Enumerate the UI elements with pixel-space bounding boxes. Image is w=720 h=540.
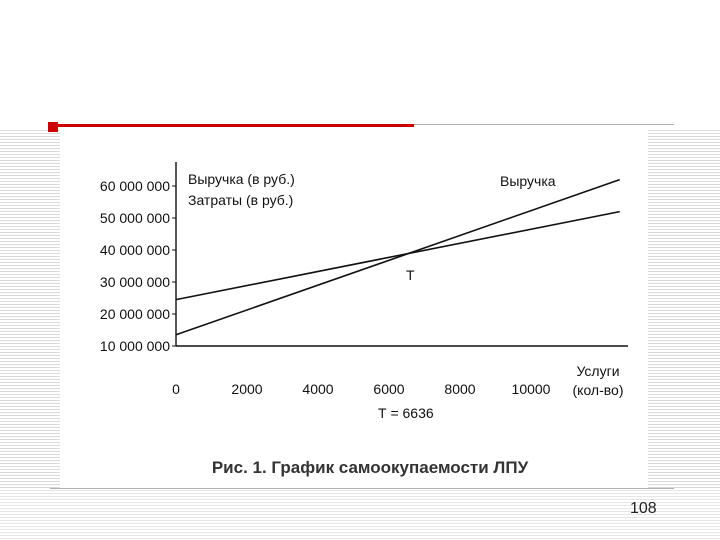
bottom-rule bbox=[50, 488, 674, 489]
x-tick-label: 8000 bbox=[444, 381, 475, 397]
x-tick-label: 4000 bbox=[302, 381, 333, 397]
breakeven-chart-figure: 10 000 000 20 000 000 30 000 000 40 000 000… bbox=[60, 128, 648, 424]
x-tick-label: 2000 bbox=[231, 381, 262, 397]
x-tick-label: 10000 bbox=[512, 381, 551, 397]
x-tick-label: 6000 bbox=[373, 381, 404, 397]
x-axis-label: Услуги bbox=[576, 363, 619, 379]
page-number: 108 bbox=[630, 500, 657, 517]
y-axis-label: Затраты (в руб.) bbox=[188, 192, 293, 208]
y-tick-label: 10 000 000 bbox=[100, 338, 170, 354]
breakeven-chart: 10 000 000 20 000 000 30 000 000 40 000 000… bbox=[100, 162, 628, 421]
title-rule-gray bbox=[414, 124, 674, 125]
y-tick-label: 30 000 000 bbox=[100, 274, 170, 290]
revenue-series-label: Выручка bbox=[500, 173, 556, 189]
x-tick-label: 0 bbox=[172, 381, 180, 397]
breakeven-value-label: Т = 6636 bbox=[378, 405, 434, 421]
title-rule-red bbox=[50, 124, 414, 127]
figure-caption: Рис. 1. График самоокупаемости ЛПУ bbox=[211, 458, 529, 477]
y-tick-label: 20 000 000 bbox=[100, 306, 170, 322]
y-tick-label: 60 000 000 bbox=[100, 178, 170, 194]
title-rule-bullet bbox=[48, 122, 58, 132]
revenue-line bbox=[175, 178, 621, 336]
background-stripes-right bbox=[648, 128, 720, 488]
cost-line bbox=[175, 210, 620, 301]
y-tick-label: 40 000 000 bbox=[100, 242, 170, 258]
y-axis-label: Выручка (в руб.) bbox=[188, 171, 295, 187]
breakeven-point-label: Т bbox=[406, 267, 415, 283]
background-stripes-bottom bbox=[0, 488, 720, 540]
background-stripes-left bbox=[0, 128, 60, 488]
y-tick-label: 50 000 000 bbox=[100, 210, 170, 226]
x-axis-label: (кол-во) bbox=[573, 382, 624, 398]
